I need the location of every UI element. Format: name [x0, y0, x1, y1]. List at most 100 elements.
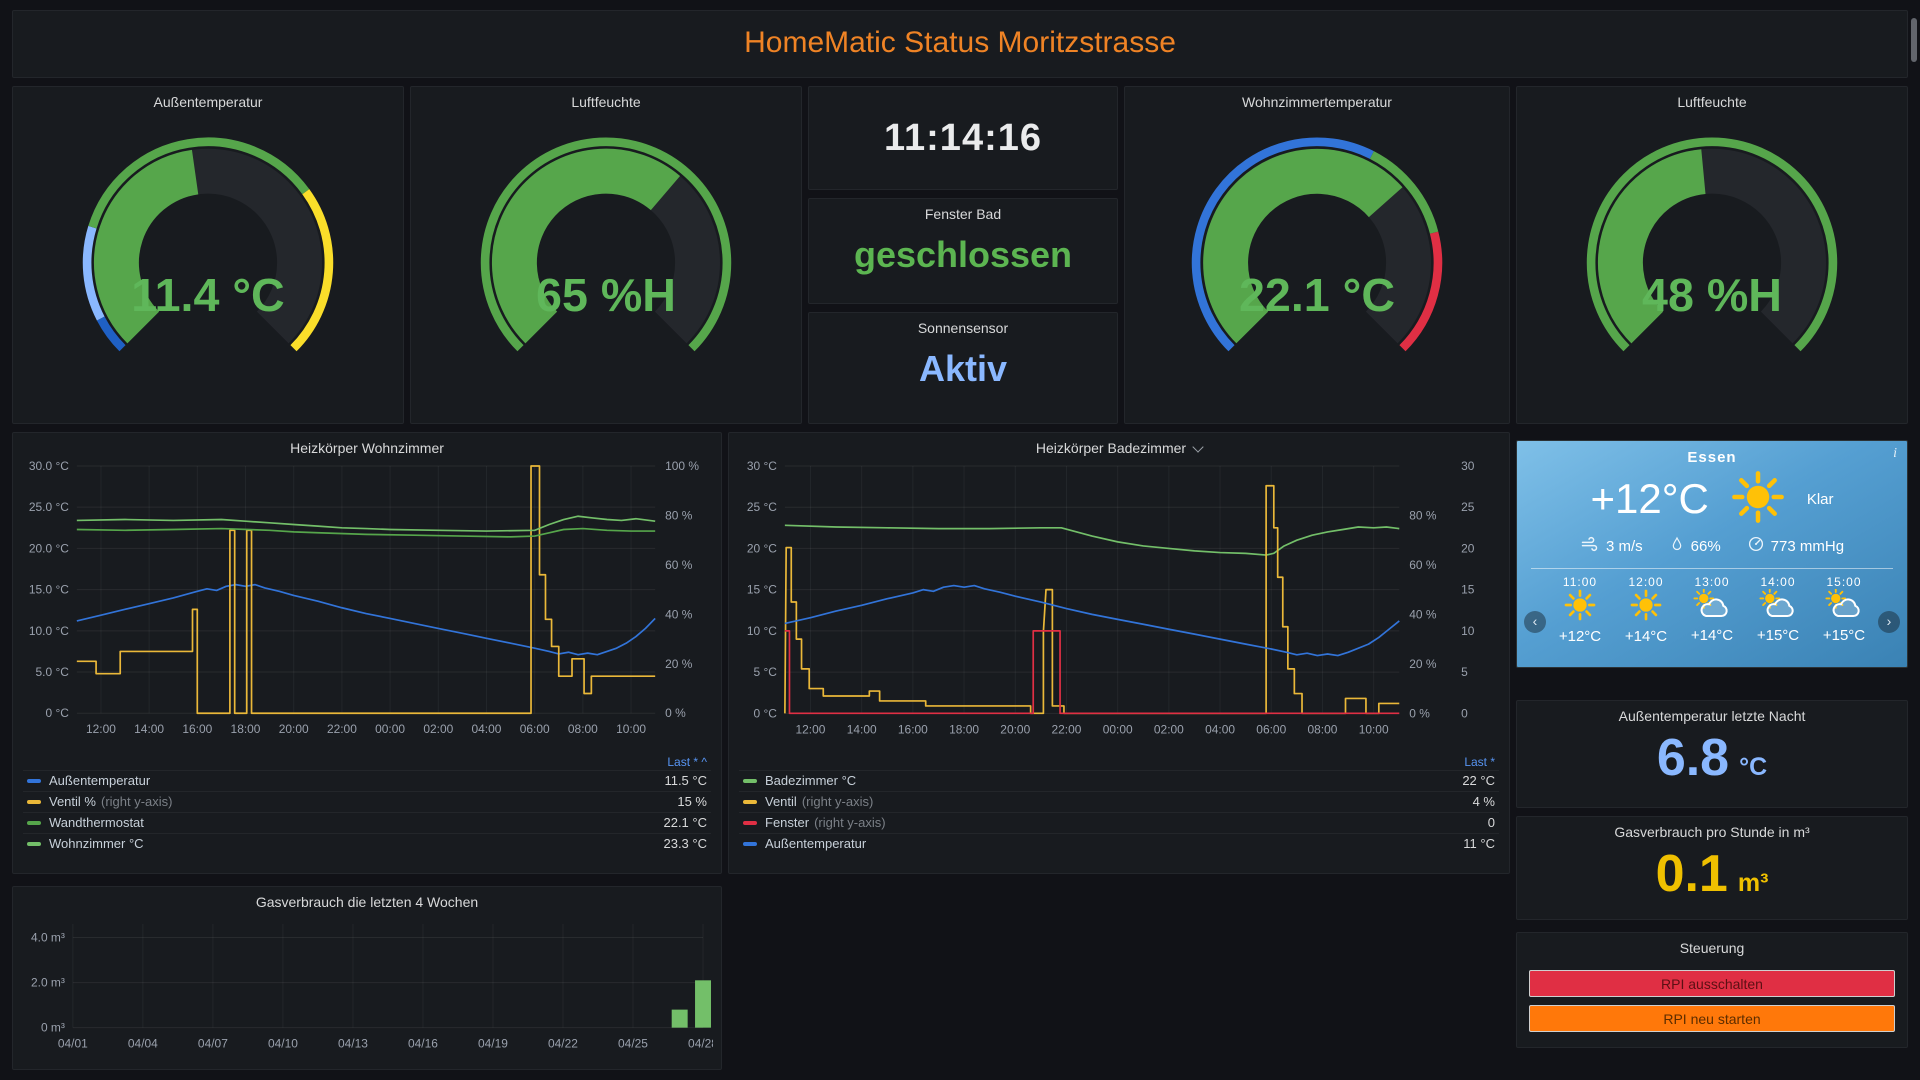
- svg-text:20:00: 20:00: [279, 722, 309, 736]
- weather-condition: Klar: [1806, 490, 1834, 508]
- panel-title[interactable]: Außentemperatur: [153, 94, 263, 110]
- panel-title[interactable]: Wohnzimmertemperatur: [1242, 94, 1392, 110]
- divider: [1531, 568, 1893, 569]
- svg-text:22.1 °C: 22.1 °C: [1239, 269, 1395, 321]
- rpi-ausschalten-button[interactable]: RPI ausschalten: [1529, 970, 1895, 997]
- fenster-bad-status: geschlossen: [853, 234, 1073, 275]
- scrollbar[interactable]: [1911, 18, 1917, 62]
- forecast-item: 12:00 +14°C: [1617, 575, 1675, 645]
- svg-text:04/13: 04/13: [338, 1037, 368, 1051]
- svg-text:20:00: 20:00: [1000, 722, 1030, 736]
- info-icon[interactable]: i: [1893, 446, 1897, 461]
- legend-series-label[interactable]: Wandthermostat: [49, 815, 144, 831]
- svg-text:20.0 °C: 20.0 °C: [29, 541, 69, 555]
- sun-cloud-icon: [1683, 588, 1741, 625]
- weather-wind: 3 m/s: [1605, 537, 1643, 555]
- pressure-icon: [1747, 535, 1765, 557]
- gas-hour-value: 0.1: [1655, 845, 1728, 903]
- weather-current-temp: +12°C: [1590, 475, 1709, 522]
- svg-text:06:00: 06:00: [1256, 722, 1286, 736]
- panel-gauge-aussentemperatur: Außentemperatur 11.4 °C: [12, 86, 404, 424]
- panel-title[interactable]: Gasverbrauch pro Stunde in m³: [1614, 824, 1810, 840]
- panel-gauge-wohnzimmertemperatur: Wohnzimmertemperatur 22.1 °C: [1124, 86, 1510, 424]
- svg-text:10: 10: [1461, 624, 1475, 638]
- panel-gasverbrauch-stunde: Gasverbrauch pro Stunde in m³ 0.1 m³: [1516, 816, 1908, 920]
- page-title: HomeMatic Status Moritzstrasse: [744, 26, 1176, 59]
- svg-text:60 %: 60 %: [1409, 558, 1437, 572]
- panel-title[interactable]: Steuerung: [1679, 940, 1745, 956]
- svg-text:02:00: 02:00: [423, 722, 453, 736]
- forecast-temp: +15°C: [1822, 626, 1866, 644]
- forecast-item: 14:00 +15°C: [1749, 575, 1807, 645]
- weather-forecast: ‹ › 11:00 +12°C 12:00 +14°C 13:00 +14°C 14:00 +…: [1517, 569, 1907, 645]
- svg-text:5: 5: [1461, 665, 1468, 679]
- panel-title[interactable]: Gasverbrauch die letzten 4 Wochen: [255, 894, 479, 910]
- rpi-neu-starten-button[interactable]: RPI neu starten: [1529, 1005, 1895, 1032]
- svg-text:20: 20: [1461, 541, 1475, 555]
- svg-text:10:00: 10:00: [1359, 722, 1389, 736]
- sun-icon: [1551, 589, 1609, 626]
- chart-heizkoerper-wohnzimmer[interactable]: 0 °C 5.0 °C 10.0 °C 15.0 °C 20.0 °C 25.0 °C 30…: [13, 456, 721, 753]
- svg-text:18:00: 18:00: [949, 722, 979, 736]
- panel-title[interactable]: Luftfeuchte: [571, 94, 641, 110]
- legend-series-label[interactable]: Badezimmer °C: [765, 773, 857, 789]
- dashboard-header: HomeMatic Status Moritzstrasse: [12, 10, 1908, 78]
- panel-heizkoerper-wohnzimmer: Heizkörper Wohnzimmer 0 °C 5.0 °C 10.0 °C 1…: [12, 432, 722, 874]
- legend-row: Badezimmer °C 22 °C: [739, 770, 1499, 791]
- legend-series-label[interactable]: Ventil %: [49, 794, 96, 810]
- legend-row: Wohnzimmer °C 23.3 °C: [23, 833, 711, 854]
- svg-text:0 °C: 0 °C: [754, 706, 778, 720]
- legend-swatch: [743, 842, 757, 847]
- legend-series-label[interactable]: Ventil: [765, 794, 797, 810]
- chevron-right-icon[interactable]: ›: [1878, 611, 1900, 633]
- svg-text:65 %H: 65 %H: [536, 269, 676, 321]
- panel-title[interactable]: Heizkörper Wohnzimmer: [290, 440, 444, 456]
- legend-series-label[interactable]: Wohnzimmer °C: [49, 836, 144, 852]
- panel-title[interactable]: Fenster Bad: [924, 206, 1002, 222]
- legend-series-value: 4 %: [1472, 794, 1495, 810]
- panel-title[interactable]: Heizkörper Badezimmer: [729, 433, 1509, 456]
- sun-cloud-icon: [1815, 588, 1873, 625]
- svg-text:10.0 °C: 10.0 °C: [29, 624, 69, 638]
- legend-sort-header[interactable]: Last * ^: [667, 755, 707, 770]
- chart-gasverbrauch[interactable]: 0 m³ 2.0 m³ 4.0 m³ 04/01 04/04 04/07 04/10 04/1…: [13, 910, 721, 1060]
- forecast-time: 15:00: [1826, 575, 1862, 589]
- sun-cloud-icon: [1749, 588, 1807, 625]
- svg-text:08:00: 08:00: [1308, 722, 1338, 736]
- svg-text:04/28: 04/28: [688, 1037, 713, 1051]
- gauge-luftfeuchte-innen: 48 %H: [1517, 128, 1907, 370]
- svg-text:00:00: 00:00: [375, 722, 405, 736]
- svg-text:22:00: 22:00: [1052, 722, 1082, 736]
- svg-text:04:00: 04:00: [1205, 722, 1235, 736]
- legend-row: Außentemperatur 11.5 °C: [23, 770, 711, 791]
- panel-aussentemperatur-nacht: Außentemperatur letzte Nacht 6.8 °C: [1516, 700, 1908, 808]
- forecast-item: 13:00 +14°C: [1683, 575, 1741, 645]
- svg-text:80 %: 80 %: [665, 508, 693, 522]
- panel-title[interactable]: Sonnensensor: [917, 320, 1009, 336]
- svg-text:20 %: 20 %: [1409, 657, 1437, 671]
- weather-pressure: 773 mmHg: [1770, 537, 1845, 555]
- legend-series-label[interactable]: Fenster: [765, 815, 810, 831]
- svg-text:06:00: 06:00: [520, 722, 550, 736]
- svg-text:14:00: 14:00: [847, 722, 877, 736]
- legend-sort-header[interactable]: Last *: [1464, 755, 1495, 770]
- svg-text:15: 15: [1461, 583, 1475, 597]
- legend-row: Ventil (right y-axis) 4 %: [739, 791, 1499, 812]
- night-temp-unit: °C: [1739, 753, 1768, 781]
- svg-text:25: 25: [1461, 500, 1475, 514]
- panel-title[interactable]: Luftfeuchte: [1677, 94, 1747, 110]
- legend-row: Wandthermostat 22.1 °C: [23, 812, 711, 833]
- svg-text:04/19: 04/19: [478, 1037, 508, 1051]
- legend-swatch: [27, 821, 41, 826]
- legend-series-label[interactable]: Außentemperatur: [765, 836, 867, 852]
- panel-title[interactable]: Außentemperatur letzte Nacht: [1618, 708, 1806, 724]
- legend-series-label[interactable]: Außentemperatur: [49, 773, 151, 789]
- forecast-time: 13:00: [1694, 575, 1730, 589]
- chevron-left-icon[interactable]: ‹: [1524, 611, 1546, 633]
- chevron-down-icon[interactable]: [1192, 441, 1204, 453]
- svg-text:04/22: 04/22: [548, 1037, 578, 1051]
- svg-text:0 %: 0 %: [665, 706, 686, 720]
- legend-swatch: [27, 800, 41, 805]
- chart-heizkoerper-badezimmer[interactable]: 0 °C 5 °C 10 °C 15 °C 20 °C 25 °C 30 °C 0 % 20 %…: [729, 456, 1509, 753]
